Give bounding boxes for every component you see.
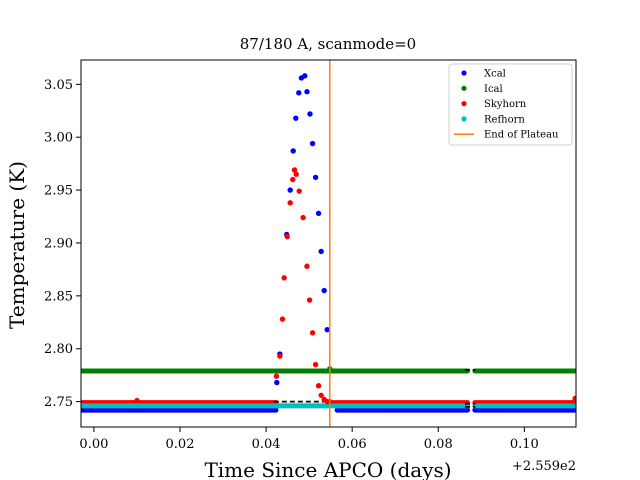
data-point-xcal: [296, 90, 302, 96]
data-point-xcal: [293, 115, 299, 121]
data-point-xcal: [287, 187, 293, 193]
y-tick-label: 2.85: [44, 289, 73, 304]
data-point-skyhorn: [315, 383, 322, 389]
x-tick-label: 0.10: [510, 437, 539, 452]
data-point-skyhorn: [572, 395, 576, 402]
y-tick-label: 3.05: [44, 78, 73, 93]
data-point-skyhorn: [309, 330, 316, 336]
data-point-skyhorn: [281, 275, 287, 281]
data-point-skyhorn: [273, 373, 280, 379]
x-tick-label: 0.00: [79, 437, 108, 452]
legend-marker-refhorn: [461, 116, 467, 122]
plot-frame: [80, 59, 577, 428]
legend-label: Xcal: [484, 69, 506, 80]
data-point-xcal: [312, 174, 319, 181]
data-point-xcal: [304, 89, 310, 95]
x-tick-label: 0.08: [424, 437, 453, 452]
data-point-skyhorn: [293, 171, 299, 177]
legend-label: Refhorn: [484, 114, 525, 125]
chart-title: 87/180 A, scanmode=0: [240, 35, 416, 53]
y-tick-label: 2.75: [44, 395, 73, 410]
legend-marker-skyhorn: [461, 101, 467, 107]
legend-marker-ical: [461, 85, 467, 91]
x-axis-offset-label: +2.559e2: [512, 459, 576, 474]
y-axis-label: Temperature (K): [5, 161, 29, 329]
x-tick-label: 0.02: [166, 437, 195, 452]
data-point-xcal: [274, 379, 280, 386]
data-point-skyhorn: [300, 214, 306, 221]
legend: Xcal Ical Skyhorn Refhorn End of Plateau: [448, 63, 573, 146]
legend-label: Skyhorn: [484, 99, 527, 110]
legend-marker-xcal: [461, 70, 467, 76]
data-point-skyhorn: [134, 397, 140, 404]
x-tick-label: 0.06: [338, 437, 367, 452]
legend-label: End of Plateau: [484, 130, 559, 141]
data-point-xcal: [315, 210, 322, 217]
legend-box: [448, 63, 573, 146]
data-point-skyhorn: [277, 353, 283, 359]
x-tick-label: 0.04: [252, 437, 281, 452]
data-point-skyhorn: [291, 167, 298, 173]
plot-area: [81, 60, 576, 427]
y-tick-label: 3.00: [44, 131, 73, 146]
data-point-xcal: [321, 287, 327, 294]
data-point-skyhorn: [304, 263, 310, 269]
data-point-skyhorn: [312, 361, 319, 368]
data-point-skyhorn: [296, 188, 302, 194]
y-tick-label: 2.80: [44, 342, 73, 357]
data-point-xcal: [324, 326, 330, 333]
data-point-skyhorn: [287, 200, 293, 206]
legend-label: Ical: [484, 84, 503, 95]
data-point-xcal: [307, 111, 313, 117]
data-point-xcal: [318, 248, 324, 255]
data-point-skyhorn: [318, 392, 324, 398]
data-point-skyhorn: [290, 176, 296, 183]
data-point-xcal: [309, 140, 316, 147]
data-point-xcal: [302, 73, 308, 79]
data-point-skyhorn: [279, 316, 286, 322]
x-axis-label: Time Since APCO (days): [204, 458, 451, 480]
data-point-xcal: [290, 148, 296, 154]
data-point-skyhorn: [306, 297, 313, 303]
data-point-skyhorn: [284, 233, 290, 240]
y-tick-label: 2.90: [44, 236, 73, 251]
y-tick-label: 2.95: [44, 184, 73, 199]
